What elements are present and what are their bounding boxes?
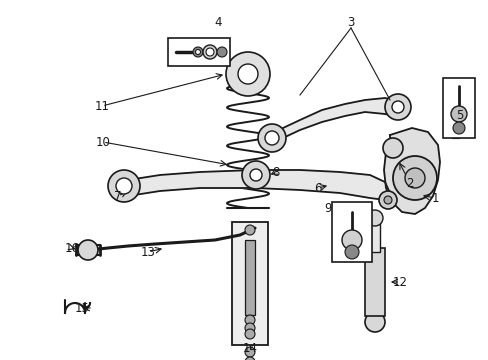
Text: 2: 2 xyxy=(406,176,413,189)
Bar xyxy=(168,38,229,66)
Circle shape xyxy=(364,312,384,332)
Text: 8: 8 xyxy=(272,166,279,179)
Text: 12: 12 xyxy=(392,275,407,288)
Circle shape xyxy=(116,178,132,194)
Circle shape xyxy=(382,138,402,158)
Circle shape xyxy=(193,47,203,57)
Bar xyxy=(364,248,384,316)
Text: 16: 16 xyxy=(64,242,80,255)
Bar xyxy=(244,240,254,315)
Text: 11: 11 xyxy=(94,99,109,112)
Bar xyxy=(369,220,379,252)
Text: 6: 6 xyxy=(314,181,321,194)
Circle shape xyxy=(242,161,269,189)
Circle shape xyxy=(450,106,466,122)
Circle shape xyxy=(249,169,262,181)
Circle shape xyxy=(203,45,217,59)
Circle shape xyxy=(383,196,391,204)
Circle shape xyxy=(244,329,254,339)
Bar xyxy=(231,222,267,345)
Text: 13: 13 xyxy=(140,246,155,258)
Text: 7: 7 xyxy=(114,189,122,202)
Circle shape xyxy=(244,315,254,325)
Circle shape xyxy=(244,357,254,360)
Circle shape xyxy=(238,64,258,84)
Circle shape xyxy=(404,168,424,188)
Circle shape xyxy=(78,240,98,260)
Polygon shape xyxy=(383,128,439,214)
Circle shape xyxy=(345,245,358,259)
Bar xyxy=(331,202,371,262)
Circle shape xyxy=(108,170,140,202)
Circle shape xyxy=(244,323,254,333)
Polygon shape xyxy=(120,170,389,200)
Text: 5: 5 xyxy=(455,108,463,122)
Circle shape xyxy=(366,210,382,226)
Circle shape xyxy=(244,225,254,235)
Text: 15: 15 xyxy=(74,302,89,315)
Circle shape xyxy=(205,48,214,56)
Circle shape xyxy=(195,50,200,54)
Text: 1: 1 xyxy=(430,192,438,204)
Circle shape xyxy=(392,156,436,200)
Circle shape xyxy=(217,47,226,57)
Text: 4: 4 xyxy=(214,15,221,28)
Text: 10: 10 xyxy=(95,135,110,149)
Text: 9: 9 xyxy=(324,202,331,215)
Circle shape xyxy=(384,94,410,120)
Circle shape xyxy=(258,124,285,152)
Circle shape xyxy=(391,101,403,113)
Circle shape xyxy=(378,191,396,209)
Bar xyxy=(442,78,474,138)
Circle shape xyxy=(244,347,254,357)
Circle shape xyxy=(452,122,464,134)
Text: 14: 14 xyxy=(242,342,257,355)
Polygon shape xyxy=(271,98,399,143)
Circle shape xyxy=(264,131,279,145)
Text: 3: 3 xyxy=(346,15,354,28)
Circle shape xyxy=(341,230,361,250)
Circle shape xyxy=(225,52,269,96)
